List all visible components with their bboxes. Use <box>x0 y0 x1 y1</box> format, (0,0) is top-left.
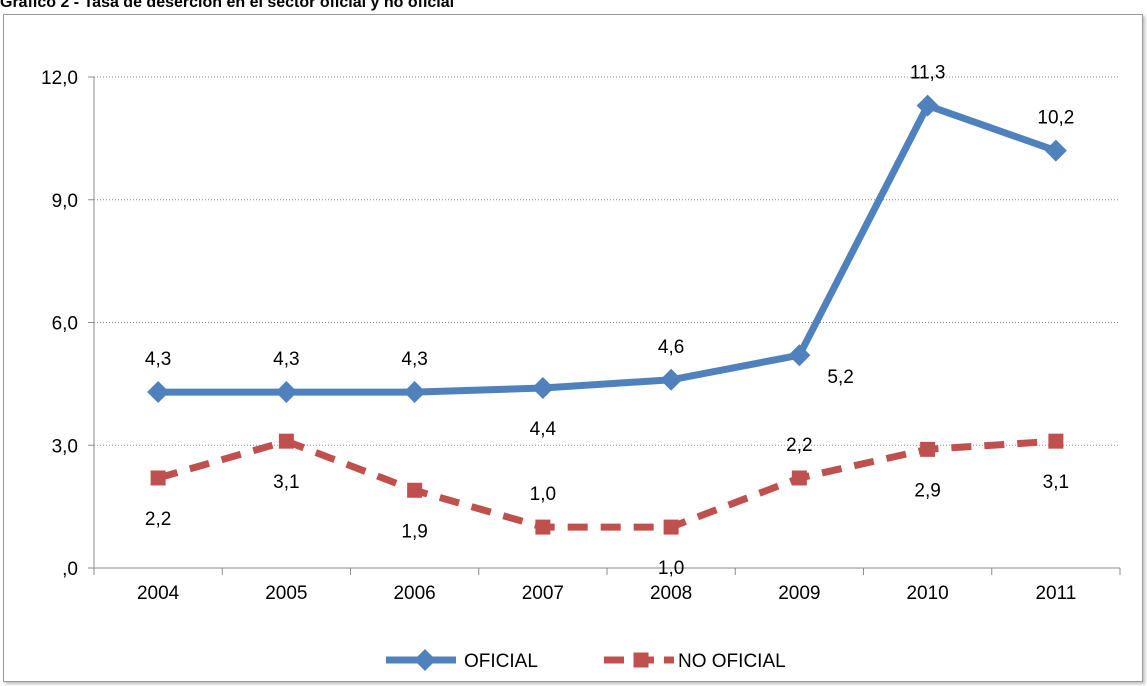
x-tick-label: 2010 <box>906 583 948 604</box>
data-labels: 4,3 4,3 4,3 4,4 4,6 5,2 11,3 10,2 2,2 3,1 1,9 1,0 1,… <box>145 63 1074 579</box>
x-tick-label: 2011 <box>1035 583 1076 604</box>
chart-caption: Gráfico 2 - Tasa de deserción en el sect… <box>0 0 455 11</box>
data-point <box>791 470 807 486</box>
legend: OFICIAL NO OFICIAL <box>386 649 786 672</box>
data-label: 10,2 <box>1037 108 1074 129</box>
data-point <box>535 519 551 535</box>
legend-marker <box>414 649 436 671</box>
data-label: 5,2 <box>827 367 853 388</box>
x-tick-label: 2008 <box>650 583 692 604</box>
data-label: 1,0 <box>658 558 684 579</box>
data-label: 3,1 <box>273 472 299 493</box>
data-point <box>1048 433 1064 449</box>
data-point <box>150 470 166 486</box>
data-point <box>407 482 423 498</box>
x-tick-label: 2006 <box>393 583 435 604</box>
x-tick-label: 2009 <box>778 583 820 604</box>
data-label: 4,3 <box>401 349 427 370</box>
data-point <box>920 441 936 457</box>
data-label: 4,3 <box>145 349 171 370</box>
gridlines <box>94 76 1120 446</box>
legend-label: NO OFICIAL <box>678 651 786 672</box>
data-point <box>663 519 679 535</box>
data-label: 11,3 <box>910 63 946 84</box>
data-point <box>275 381 298 404</box>
chart-frame: ,0 3,0 6,0 9,0 12,0 2004 2005 2006 2007 2008 2009 2… <box>3 14 1143 682</box>
x-tick-label: 2007 <box>522 583 564 604</box>
data-label: 4,4 <box>530 419 557 440</box>
y-tick-label: ,0 <box>62 559 78 580</box>
y-tick-label: 3,0 <box>52 436 78 457</box>
data-label: 4,6 <box>658 337 684 358</box>
series <box>147 94 1067 535</box>
y-tick-label: 6,0 <box>52 314 78 335</box>
data-label: 4,3 <box>273 349 299 370</box>
data-label: 1,0 <box>530 484 556 505</box>
x-tick-label: 2004 <box>137 583 180 604</box>
legend-marker <box>633 652 649 668</box>
y-tick-label: 12,0 <box>41 68 78 89</box>
data-label: 3,1 <box>1043 472 1069 493</box>
data-label: 2,9 <box>914 480 940 501</box>
data-point <box>788 344 811 367</box>
data-point <box>278 433 294 449</box>
series-line-no-oficial <box>157 437 1057 531</box>
y-tick-label: 9,0 <box>52 191 78 212</box>
data-point <box>916 94 939 117</box>
axes: ,0 3,0 6,0 9,0 12,0 2004 2005 2006 2007 2008 2009 2… <box>41 68 1121 604</box>
data-point <box>403 381 426 404</box>
data-label: 1,9 <box>401 521 427 542</box>
x-tick-label: 2005 <box>265 583 307 604</box>
data-point <box>1044 139 1067 162</box>
series-line-oficial <box>154 102 1060 396</box>
data-label: 2,2 <box>786 435 812 456</box>
data-point <box>147 381 170 404</box>
line-chart: ,0 3,0 6,0 9,0 12,0 2004 2005 2006 2007 2008 2009 2… <box>41 63 1121 672</box>
legend-label: OFICIAL <box>464 651 538 672</box>
data-label: 2,2 <box>145 509 171 530</box>
data-point <box>660 368 683 391</box>
data-point <box>531 376 554 399</box>
